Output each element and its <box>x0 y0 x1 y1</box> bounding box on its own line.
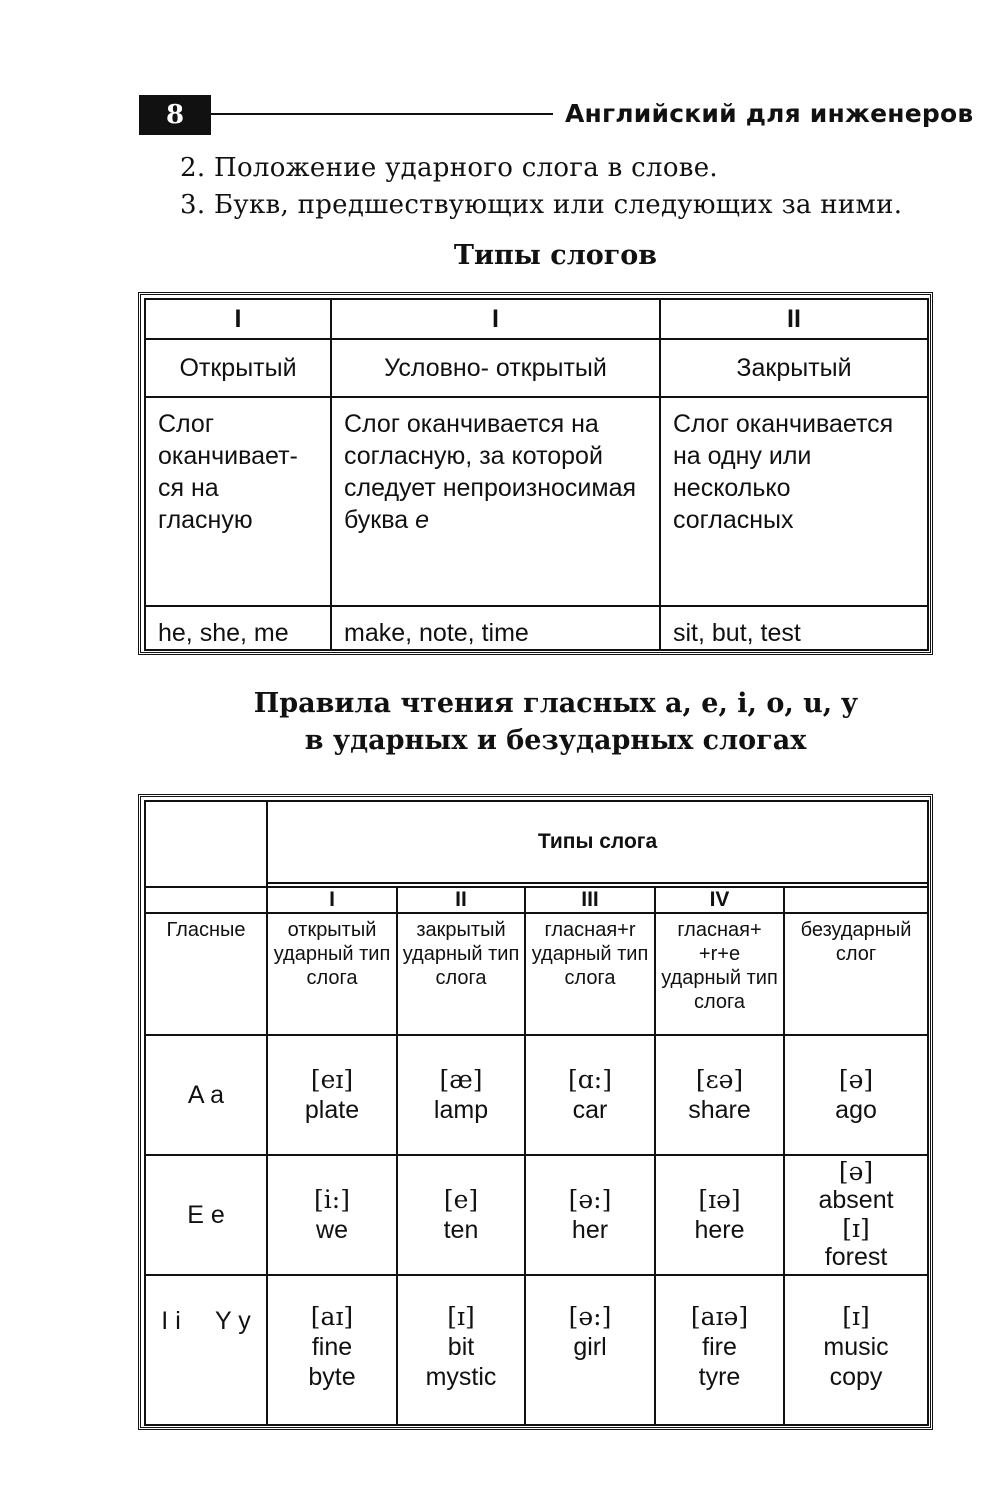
transcription: [e] <box>443 1185 479 1214</box>
page-number: 8 <box>139 95 211 135</box>
example-word: car <box>572 1096 608 1124</box>
running-title: Английский для инженеров <box>565 99 974 128</box>
examples: make, note, time <box>330 605 661 651</box>
example-word: ago <box>835 1096 877 1124</box>
column-header: Закрытый <box>659 338 929 398</box>
numeral: II <box>396 886 526 914</box>
numeral: II <box>659 298 929 340</box>
description-text: Слог оканчивается на согласную, за котор… <box>344 410 637 534</box>
cell: [i:] we <box>266 1154 398 1276</box>
example-word: mystic <box>425 1363 497 1391</box>
example-word: forest <box>824 1243 888 1271</box>
vowel-row: E e [i:] we [e] ten [ə:] her [ɪə] here [ə] absent[… <box>144 1154 930 1276</box>
description: Слог оканчивается на согласную, за котор… <box>332 398 659 536</box>
cell: [ɪ] bit mystic <box>396 1274 526 1426</box>
vowel-letter: I i Y y <box>144 1274 268 1426</box>
table2-title-line2: в ударных и безударных слогах <box>304 725 807 756</box>
example-word: lamp <box>433 1096 489 1124</box>
cell: [ɪ] music copy <box>782 1274 930 1426</box>
vowel-letter: E e <box>144 1154 268 1276</box>
cell: [ə:] her <box>524 1154 656 1276</box>
example-word: plate <box>304 1096 360 1124</box>
table2-title-line1: Правила чтения гласных a, e, i, o, u, y <box>253 688 858 719</box>
vowel-reading-table: Типы слога I II III IV Гласные открытый удар… <box>138 794 933 1430</box>
example-word: ten <box>443 1216 479 1244</box>
example-word: fire <box>702 1333 737 1361</box>
transcription: [ɛə] <box>695 1065 744 1094</box>
example-word: tyre <box>698 1363 741 1391</box>
column-header: Условно- открытый <box>330 338 661 398</box>
example-word: share <box>688 1096 751 1124</box>
numeral: I <box>144 298 332 340</box>
transcription: [ɑ:] <box>568 1065 612 1094</box>
transcription: [ə] <box>838 1157 874 1186</box>
cell: [ɪə] here <box>654 1154 785 1276</box>
list-item: 2. Положение ударного слога в слове. <box>180 153 718 183</box>
transcription: [ɪə] <box>698 1185 741 1214</box>
transcription: [aɪə] <box>690 1302 749 1331</box>
description: Слог оканчивает-ся на гласную <box>158 410 298 534</box>
example-word: absent <box>818 1186 894 1214</box>
numeral <box>782 886 930 914</box>
transcription: [aɪ] <box>310 1302 354 1331</box>
header-rule <box>211 113 553 115</box>
cell: [ɑ:] car <box>524 1034 656 1156</box>
cell: [aɪə] fire tyre <box>654 1274 785 1426</box>
cell: [aɪ] fine byte <box>266 1274 398 1426</box>
transcription: [æ] <box>439 1065 483 1094</box>
cell: [e] ten <box>396 1154 526 1276</box>
cell: [ə:] girl <box>524 1274 656 1426</box>
column-header: гласная+ +r+e ударный тип слога <box>654 912 785 1036</box>
transcription: [ɪ] <box>842 1214 870 1243</box>
cell: [eɪ] plate <box>266 1034 398 1156</box>
cell: [ə] absent [ɪ] forest <box>782 1154 930 1276</box>
silent-letter: е <box>415 506 429 534</box>
numeral: III <box>524 886 656 914</box>
example-word: copy <box>829 1363 883 1391</box>
transcription: [ə:] <box>568 1302 612 1331</box>
group-header: Типы слога <box>265 800 930 884</box>
example-word: girl <box>573 1333 607 1361</box>
cell: [ɛə] share <box>654 1034 785 1156</box>
column-header: гласная+r ударный тип слога <box>524 912 656 1036</box>
transcription: [eɪ] <box>310 1065 354 1094</box>
list-item: 3. Букв, предшествующих или следующих за… <box>180 190 903 220</box>
example-word: here <box>694 1216 745 1244</box>
column-header: закрытый ударный тип слога <box>396 912 526 1036</box>
vowel-row: A a [eɪ] plate [æ] lamp [ɑ:] car [ɛə] share [ə] ag… <box>144 1034 930 1156</box>
example-word: byte <box>308 1363 356 1391</box>
transcription: [ɪ] <box>447 1302 475 1331</box>
example-word: music <box>823 1333 889 1361</box>
transcription: [ə] <box>838 1065 874 1094</box>
column-header: открытый ударный тип слога <box>266 912 398 1036</box>
syllable-types-table: I I II Открытый Условно- открытый Закрыт… <box>138 292 933 655</box>
examples: sit, but, test <box>659 605 929 651</box>
vowel-row: I i Y y [aɪ] fine byte [ɪ] bit mystic [ə:] girl[… <box>144 1274 930 1426</box>
vowel-letter: A a <box>144 1034 268 1156</box>
example-word: we <box>316 1216 348 1244</box>
numeral: I <box>266 886 398 914</box>
transcription: [ə:] <box>568 1185 612 1214</box>
cell: [æ] lamp <box>396 1034 526 1156</box>
example-word: fine <box>311 1333 353 1361</box>
examples: he, she, me <box>144 605 332 651</box>
column-header: безударный слог <box>782 912 930 1036</box>
column-header: Открытый <box>144 338 332 398</box>
vowels-header: Гласные <box>144 912 268 1036</box>
transcription: [ɪ] <box>842 1302 870 1331</box>
numeral: I <box>330 298 661 340</box>
table1-title: Типы слогов <box>453 240 658 271</box>
cell: [ə] ago <box>782 1034 930 1156</box>
transcription: [i:] <box>314 1185 350 1214</box>
numeral: IV <box>654 886 785 914</box>
example-word: her <box>571 1216 609 1244</box>
example-word: bit <box>447 1333 475 1361</box>
description: Слог оканчивается на одну или несколько … <box>673 410 894 534</box>
